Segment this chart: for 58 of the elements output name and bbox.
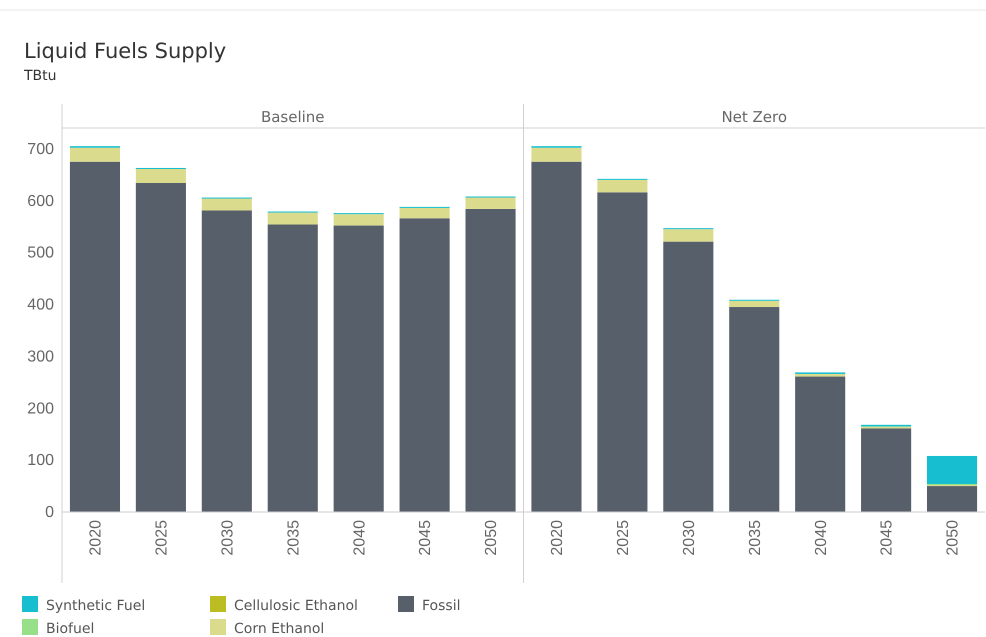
bar <box>729 307 780 512</box>
legend-label: Cellulosic Ethanol <box>234 598 358 614</box>
legend-label: Synthetic Fuel <box>46 598 146 614</box>
bar <box>70 148 120 162</box>
bar <box>926 486 978 512</box>
bar <box>861 428 912 512</box>
x-tick-label: 2045 <box>417 520 434 556</box>
legend-label: Corn Ethanol <box>234 621 324 637</box>
bar <box>70 162 120 512</box>
x-tick-label: 2030 <box>219 520 236 556</box>
bar <box>663 242 714 512</box>
bar <box>334 214 384 226</box>
bar <box>136 183 186 512</box>
y-tick-label: 400 <box>27 296 54 314</box>
chart-subtitle: TBtu <box>23 68 57 84</box>
x-tick-label: 2025 <box>614 520 632 556</box>
x-tick-label: 2040 <box>812 520 830 556</box>
x-tick-label: 2025 <box>153 520 170 556</box>
bar <box>729 300 780 308</box>
bar <box>531 148 582 162</box>
text: Net Zero <box>721 108 788 126</box>
x-tick-label: 2020 <box>549 520 566 556</box>
bar <box>268 212 318 225</box>
y-tick-label: 200 <box>27 400 54 418</box>
bar <box>268 224 318 512</box>
bar <box>400 208 450 218</box>
x-tick-label: 2035 <box>746 520 764 556</box>
bar <box>795 376 846 512</box>
bar <box>926 456 978 484</box>
bar <box>531 162 582 512</box>
bar <box>400 218 450 512</box>
bar <box>136 168 186 184</box>
bar <box>795 374 846 377</box>
text: Baseline <box>260 108 325 126</box>
x-tick-label: 2050 <box>944 520 962 556</box>
legend-label: Biofuel <box>46 621 94 637</box>
bar <box>202 210 252 512</box>
bar <box>465 198 516 209</box>
bar <box>663 229 714 242</box>
legend-label: Fossil <box>422 598 460 614</box>
y-tick-label: 300 <box>27 348 54 366</box>
x-tick-label: 2020 <box>88 520 105 556</box>
y-tick-label: 600 <box>27 192 54 210</box>
y-tick-label: 700 <box>27 140 54 158</box>
bar <box>334 226 384 512</box>
bar <box>597 192 648 512</box>
bar <box>202 198 252 211</box>
x-tick-label: 2030 <box>680 520 698 556</box>
y-tick-label: 500 <box>27 244 54 262</box>
bar <box>597 180 648 192</box>
x-tick-label: 2035 <box>285 520 302 556</box>
x-tick-label: 2045 <box>878 520 896 556</box>
bar <box>465 208 516 512</box>
chart-title: Liquid Fuels Supply <box>24 39 226 63</box>
x-tick-label: 2050 <box>483 520 500 556</box>
y-tick-label: 100 <box>27 452 54 470</box>
y-tick-label: 0 <box>45 504 54 522</box>
x-tick-label: 2040 <box>351 520 368 556</box>
